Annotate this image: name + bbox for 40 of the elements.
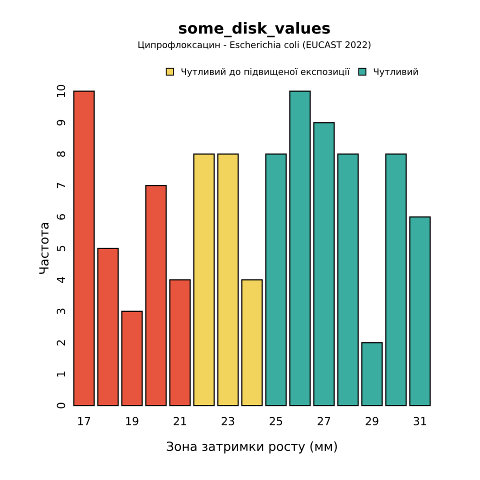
legend-label: Чутливий до підвищеної експозиції [182,68,350,77]
x-tick-label: 21 [174,416,186,426]
bar [409,216,431,406]
x-tick-label: 29 [366,416,378,426]
y-tick-label: 5 [56,246,66,252]
y-tick-label: 1 [56,372,66,376]
y-tick-label: 10 [56,84,66,98]
bar [145,184,167,406]
x-tick-label: 31 [414,416,426,426]
bar [193,154,215,406]
bar [265,154,287,406]
x-tick-label: 19 [126,416,138,426]
x-tick-label: 17 [78,417,90,426]
bar [337,154,359,406]
y-axis-title: Частота [39,223,49,274]
bar [313,122,335,406]
bar [217,154,239,406]
bar [385,154,407,406]
bar [241,279,263,406]
bar [361,342,383,406]
bar [121,310,143,406]
x-tick-label: 27 [318,416,330,426]
y-tick-label: 8 [56,151,66,157]
chart-title: some_disk_values [178,22,330,38]
legend-label: Чутливий [374,68,418,77]
y-tick-label: 0 [56,402,66,408]
y-tick-label: 6 [56,214,66,220]
bar [169,279,191,406]
x-tick-label: 23 [222,416,234,426]
chart-subtitle: Ципрофлоксацин - Escherichia coli (EUCAST 2022) [138,41,370,50]
y-tick-label: 3 [56,308,66,314]
x-axis-title: Зона затримки росту (мм) [166,441,337,454]
bar [97,248,119,406]
x-tick-label: 25 [270,416,282,426]
y-tick-label: 9 [56,120,66,126]
y-tick-label: 7 [56,182,66,188]
bar [73,90,95,406]
y-tick-label: 2 [56,340,66,346]
bar [289,90,311,406]
y-tick-label: 4 [56,276,66,283]
